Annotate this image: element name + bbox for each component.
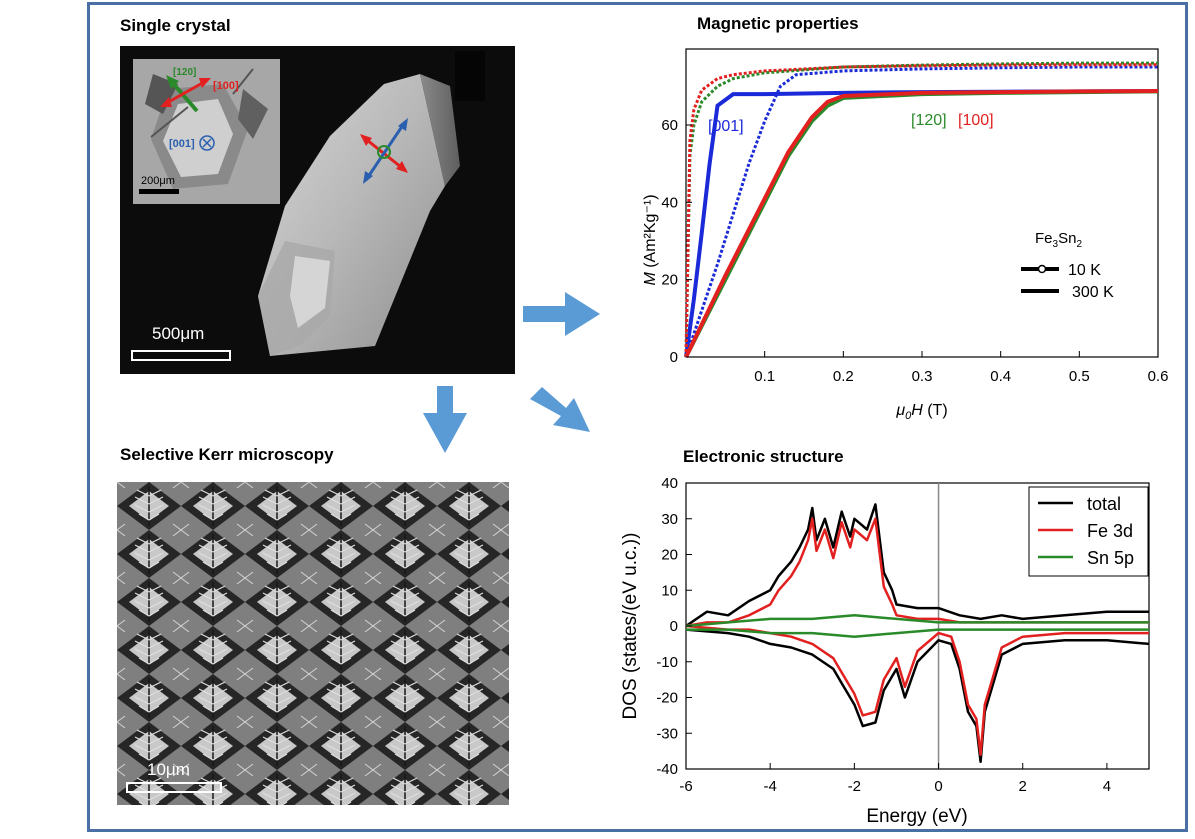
mag-x-tick-label: 0.1 [754,368,775,385]
mag-y-axis-label: M (Am²Kg⁻¹) [642,194,659,285]
dos-series-line [685,628,1150,764]
dos-y-tick-label: -40 [656,761,678,778]
mag-y-tick-label: 40 [661,194,678,211]
mag-x-tick-label: 0.2 [833,368,854,385]
mag-series-line [684,89,1159,358]
mag-x-tick-label: 0.4 [990,368,1011,385]
kerr-microscopy-image: 10μm [117,482,509,805]
dos-y-axis-label: DOS (states/(eV u.c.)) [620,533,641,720]
mag-x-tick-label: 0.3 [912,368,933,385]
crystal-direction-arrows [360,118,408,184]
kerr-scale-bar [126,782,222,793]
mag-legend: Fe3Sn2 10 K 300 K [1021,230,1114,301]
title-kerr-microscopy: Selective Kerr microscopy [120,445,334,464]
crystal-scale-bar [131,350,231,361]
dos-series-line [685,503,1149,628]
inset-label-100: [100] [213,80,239,92]
legend-fe3d-label: Fe 3d [1087,521,1133,541]
dos-x-axis-label: Energy (eV) [866,806,967,827]
legend-fe: Fe [1035,230,1053,247]
mag-y-tick-label: 60 [661,117,678,134]
mag-x-tick-label: 0.5 [1069,368,1090,385]
mag-label-100: [100] [958,112,994,129]
inset-scale-bar [139,189,179,194]
dos-y-tick-label: 30 [661,511,678,528]
dos-x-tick-label: -2 [848,778,861,795]
inset-scale-label: 200μm [141,175,175,187]
inset-label-120: [120] [173,67,196,78]
mag-x-axis-label: μ0H (T) [895,402,947,422]
inset-direction-arrows [160,75,211,113]
dos-y-tick-label: 20 [661,547,678,564]
mag-y-tick-label: 0 [670,349,678,366]
out-of-plane-icon [199,135,215,151]
dos-y-tick-label: 40 [661,475,678,492]
title-single-crystal: Single crystal [120,16,231,35]
dos-series-group [685,483,1150,769]
svg-text:Fe3Sn2: Fe3Sn2 [1035,230,1082,250]
dos-y-tick-label: -10 [656,654,678,671]
dos-x-tick-label: 4 [1103,778,1111,795]
dos-series-line [686,628,1149,638]
title-electronic-structure: Electronic structure [683,447,844,466]
legend-sub2: 2 [1076,239,1082,250]
mag-axes-group: 0.1 0.2 0.3 0.4 0.5 0.6 0 20 40 60 [661,117,1168,385]
dos-x-tick-label: 0 [934,778,942,795]
dos-series-line [685,624,1149,756]
legend-10k-label: 10 K [1068,262,1101,279]
dos-y-tick-label: 0 [670,618,678,635]
legend-sn5p-label: Sn 5p [1087,548,1134,568]
legend-sub3: 3 [1053,239,1059,250]
dos-legend: total Fe 3d Sn 5p [1028,486,1149,577]
legend-total-label: total [1087,494,1121,514]
dos-y-tick-label: -30 [656,725,678,742]
mag-y-tick-label: 20 [661,272,678,289]
dos-x-tick-label: -4 [764,778,777,795]
kerr-scale-label: 10μm [147,760,190,779]
dos-y-tick-label: 10 [661,582,678,599]
mag-label-001: [001] [708,118,744,135]
mag-x-tick-label: 0.6 [1148,368,1169,385]
title-magnetic-properties: Magnetic properties [697,14,859,33]
figure-frame [87,2,1188,832]
mag-series-line [684,65,1158,358]
mag-series-line [684,63,1158,358]
crystal-facet [420,74,460,186]
legend-sn: Sn [1058,230,1076,247]
crystal-sem-image: 500μm [120] [100] [001] 200μm [120,46,515,374]
dos-x-tick-label: 2 [1019,778,1027,795]
crystal-scale-label: 500μm [152,324,204,343]
dos-x-tick-label: -6 [679,778,692,795]
dos-y-tick-label: -20 [656,690,678,707]
mag-label-120: [120] [911,112,947,129]
crystal-inset-image: [120] [100] [001] 200μm [133,59,280,204]
inset-label-001: [001] [169,138,195,150]
mag-series-group [684,61,1159,358]
legend-300k-label: 300 K [1072,284,1114,301]
kerr-domain-pattern: 10μm [117,482,509,805]
dos-series-line [685,614,1149,628]
